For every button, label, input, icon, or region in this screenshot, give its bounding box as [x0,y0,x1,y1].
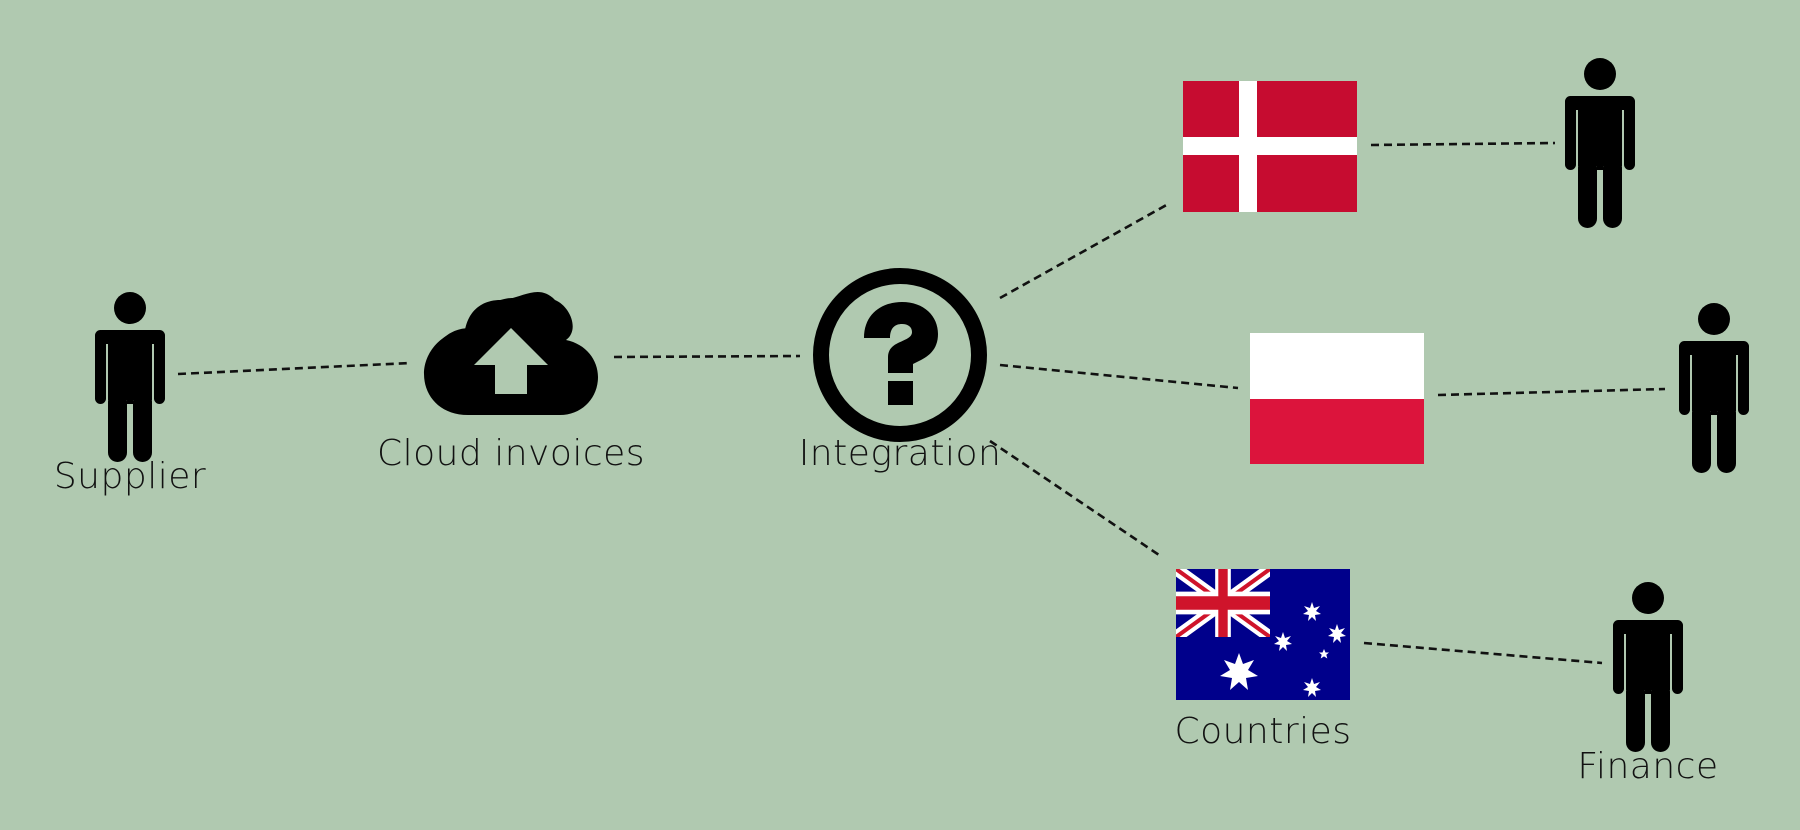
connector-australia-finance [1363,641,1603,665]
countries-label: Countries [1174,711,1351,752]
connector-integration-australia [989,439,1163,559]
connector-poland-recipient [1437,387,1666,397]
finance-label: Finance [1577,746,1718,787]
cloud-invoices-label: Cloud invoices [377,433,645,474]
australia-flag [1176,569,1350,700]
connectors [177,141,1666,665]
denmark-flag [1183,81,1357,212]
question-circle-icon [813,268,987,442]
cloud-upload-icon [424,292,598,415]
connector-integration-poland [999,363,1239,390]
connector-denmark-recipient [1370,141,1556,147]
connector-integration-denmark [999,201,1171,300]
connector-cloud-integration [613,354,801,359]
poland-flag [1250,333,1424,464]
supplier-label: Supplier [54,456,206,497]
integration-label: Integration [799,433,1002,474]
